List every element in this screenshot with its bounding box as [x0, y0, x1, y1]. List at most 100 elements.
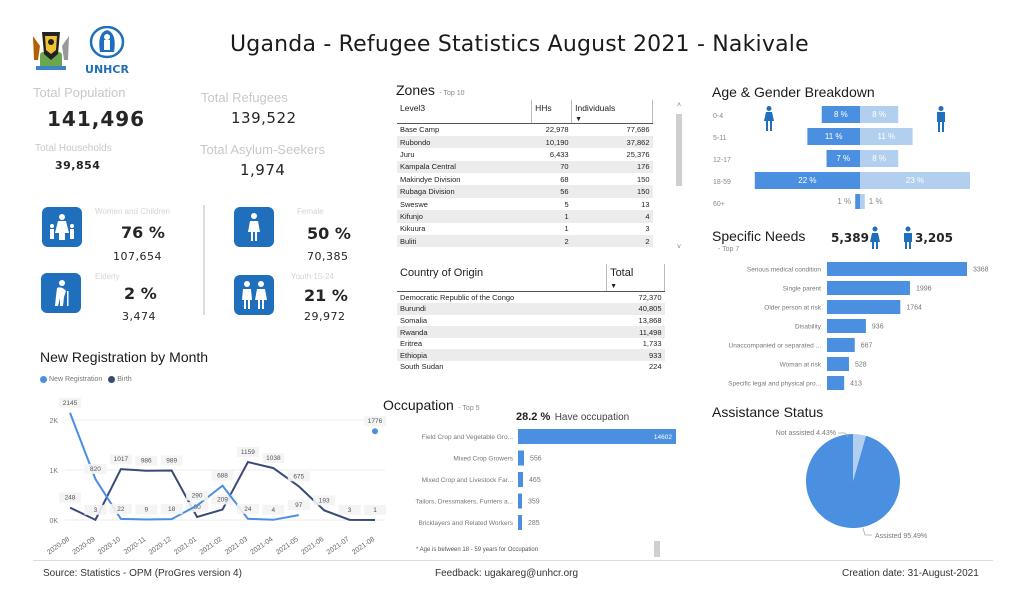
x-tick-label: 2021-07	[326, 536, 351, 557]
bar-category-label: Single parent	[783, 286, 821, 293]
age-group-label: 5-11	[713, 135, 727, 142]
occupation-bar-chart: Field Crop and Vegetable Gro... 14602 Mixe…	[415, 429, 676, 530]
zones-row[interactable]: Base Camp 22,978 77,686	[397, 124, 653, 136]
zones-row[interactable]: Rubaga Division 56 150	[397, 185, 653, 198]
zones-row[interactable]: Buliti 2 2	[397, 235, 653, 248]
zones-col-level3[interactable]: Level3	[397, 100, 533, 124]
zones-subtitle: - Top 10	[439, 90, 465, 97]
country-row[interactable]: Rwanda 11,498	[397, 326, 665, 338]
bar[interactable]	[518, 450, 525, 466]
legend-item-birth[interactable]: Birth	[108, 376, 132, 383]
male-bar[interactable]	[860, 128, 913, 145]
legend-label-new-registration: New Registration	[49, 376, 103, 384]
svg-text:1038: 1038	[266, 455, 281, 462]
scroll-up-icon[interactable]: ˄	[676, 102, 682, 109]
country-col-total[interactable]: Total ▼	[606, 264, 665, 292]
country-row[interactable]: South Sudan 224	[397, 361, 665, 373]
bar-category-label: Field Crop and Vegetable Gro...	[422, 434, 514, 441]
zone-individuals: 25,376	[626, 149, 650, 159]
pie-label-assisted: Assisted 95.49%	[875, 533, 927, 540]
bar[interactable]	[518, 515, 522, 530]
country-name: Somalia	[400, 315, 428, 325]
female-bar[interactable]	[821, 106, 860, 123]
country-name: Eritrea	[400, 339, 423, 349]
bar-category-label: Mixed Crop Growers	[453, 456, 513, 463]
bar-value-label: 413	[850, 381, 862, 388]
women-children-count: 107,654	[113, 250, 162, 263]
zones-row[interactable]: Kampala Central 70 176	[397, 160, 653, 174]
country-row[interactable]: Burundi 40,805	[397, 303, 665, 315]
country-row[interactable]: Democratic Republic of the Congo 72,370	[397, 292, 665, 304]
bar[interactable]	[827, 376, 845, 390]
country-row[interactable]: Somalia 13,868	[397, 315, 665, 327]
bar[interactable]	[827, 357, 849, 371]
zone-name: Rubaga Division	[397, 185, 532, 198]
female-bar-label: 11 %	[825, 132, 843, 141]
series-line-birth[interactable]	[69, 460, 376, 522]
female-bar[interactable]	[754, 172, 860, 189]
svg-text:688: 688	[217, 473, 228, 480]
bar[interactable]	[827, 300, 901, 314]
svg-text:24: 24	[244, 506, 252, 513]
data-label: 2145	[59, 397, 81, 408]
bar[interactable]	[827, 319, 866, 333]
occupation-scroll-thumb[interactable]	[654, 541, 660, 557]
country-total: 11,498	[606, 326, 665, 338]
female-bar[interactable]	[855, 194, 860, 209]
male-bar[interactable]	[860, 172, 970, 189]
pie-slice-not-assisted[interactable]	[853, 434, 866, 481]
zones-row[interactable]: Juru 6,433 25,376	[397, 148, 653, 160]
bar[interactable]	[518, 429, 676, 444]
female-label: Female	[297, 207, 324, 216]
female-bar-label: 7 %	[836, 154, 850, 163]
x-tick-label: 2020-08	[46, 536, 71, 557]
zones-col-individuals[interactable]: Individuals ▼	[571, 100, 653, 124]
female-bar-label: 1 %	[837, 197, 851, 206]
svg-text:4: 4	[272, 507, 276, 514]
country-col-name[interactable]: Country of Origin	[397, 264, 608, 292]
data-label: 1017	[109, 454, 132, 465]
footer-source: Source: Statistics - OPM (ProGres versio…	[43, 568, 242, 579]
x-tick-label: 2020-11	[123, 536, 148, 556]
male-bar[interactable]	[860, 194, 865, 209]
bar[interactable]	[827, 262, 967, 276]
bar[interactable]	[827, 281, 910, 295]
female-bar[interactable]	[807, 128, 860, 145]
registration-legend: New Registration Birth	[40, 376, 132, 383]
male-bar-label: 23 %	[906, 176, 924, 185]
occupation-title: Occupation	[383, 397, 454, 413]
zones-row[interactable]: Kikuura 1 3	[397, 223, 653, 235]
male-bar[interactable]	[860, 106, 899, 123]
zones-row[interactable]: Sweswe 5 13	[397, 198, 653, 210]
total-households-value: 39,854	[55, 159, 101, 172]
scroll-down-icon[interactable]: ˅	[676, 244, 682, 251]
zones-col-hhs[interactable]: HHs	[531, 100, 573, 124]
bar-category-label: Woman at risk	[780, 362, 822, 369]
footer-feedback[interactable]: Feedback: ugakareg@unhcr.org	[435, 568, 579, 579]
zones-row[interactable]: Rubondo 10,190 37,862	[397, 135, 653, 149]
zones-row[interactable]: Makindye Division 68 150	[397, 173, 653, 185]
total-refugees-label: Total Refugees	[201, 90, 288, 105]
female-bar[interactable]	[826, 150, 860, 167]
youth-label: Youth 15-24	[291, 272, 334, 281]
zones-scrollbar[interactable]: ˄ ˅	[674, 100, 684, 255]
age-gender-chart: 0-4 8 % 8 % 5-11 11 % 11 % 12-17 7 % 8 % 18-59 22 …	[713, 106, 970, 209]
legend-dot-new-registration	[40, 376, 47, 383]
bar[interactable]	[827, 338, 855, 352]
bar[interactable]	[518, 493, 522, 509]
svg-text:986: 986	[141, 458, 152, 465]
male-figure-icon	[903, 226, 913, 255]
x-tick-label: 2020-09	[71, 536, 96, 557]
registration-chart-title: New Registration by Month	[40, 349, 209, 365]
zones-row[interactable]: Kifunjo 1 4	[397, 210, 653, 223]
bar-value-label: 465	[529, 477, 541, 484]
zones-scroll-thumb[interactable]	[676, 114, 682, 186]
zone-name: Juru	[400, 149, 415, 159]
footer-creation-date: Creation date: 31-August-2021	[842, 568, 979, 579]
legend-item-new-registration[interactable]: New Registration	[40, 376, 102, 383]
country-row[interactable]: Ethiopia 933	[397, 349, 665, 362]
bar[interactable]	[518, 472, 524, 487]
male-bar[interactable]	[860, 150, 899, 167]
country-row[interactable]: Eritrea 1,733	[397, 338, 665, 350]
data-point[interactable]	[372, 428, 378, 435]
